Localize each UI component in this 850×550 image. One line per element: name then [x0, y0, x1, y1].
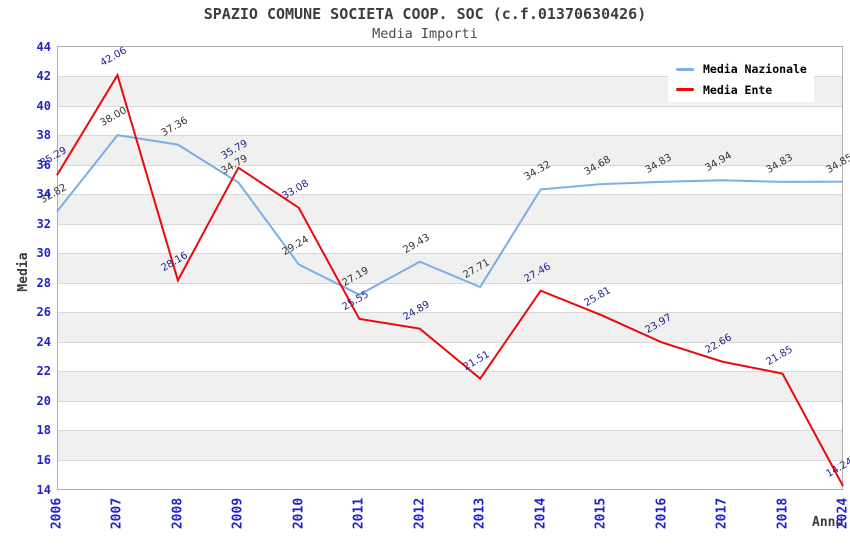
- y-tick-label: 30: [36, 246, 51, 261]
- legend-swatch-icon: [676, 67, 694, 71]
- x-tick-label: 2012: [412, 497, 428, 530]
- grid-line: [57, 430, 843, 432]
- grid-line: [57, 282, 843, 284]
- grid-line: [57, 312, 843, 314]
- y-tick-label: 22: [36, 364, 51, 379]
- grid-line: [57, 194, 843, 196]
- plot-band: [57, 430, 843, 460]
- y-tick-label: 36: [36, 157, 51, 172]
- plot-band: [57, 253, 843, 283]
- grid-line: [57, 371, 843, 373]
- x-tick-label: 2014: [533, 497, 549, 530]
- x-tick-label: 2009: [230, 497, 246, 530]
- legend-swatch-icon: [676, 88, 694, 92]
- plot-band: [57, 371, 843, 401]
- plot-band: [57, 164, 843, 195]
- y-tick-label: 16: [36, 452, 51, 467]
- grid-line: [57, 341, 843, 343]
- x-tick-label: 2018: [775, 497, 791, 530]
- y-tick-label: 24: [36, 334, 51, 349]
- x-tick-label: 2016: [654, 497, 670, 530]
- y-tick-label: 32: [36, 216, 51, 231]
- plot-band: [57, 341, 843, 372]
- y-tick-label: 26: [36, 305, 51, 320]
- chart-subtitle: Media Importi: [372, 26, 478, 42]
- x-tick-label: 2015: [593, 497, 609, 530]
- legend-label: Media Ente: [703, 82, 773, 97]
- y-tick-label: 18: [36, 423, 51, 438]
- x-tick-label: 2011: [351, 497, 367, 530]
- y-tick-label: 38: [36, 128, 51, 143]
- x-tick-label: 2017: [714, 497, 730, 530]
- grid-line: [57, 459, 843, 461]
- plot-band: [57, 194, 843, 224]
- plot-band: [57, 223, 843, 254]
- y-tick-label: 28: [36, 275, 51, 290]
- y-tick-label: 42: [36, 69, 51, 84]
- plot-band: [57, 459, 843, 490]
- grid-line: [57, 400, 843, 402]
- legend: Media Nazionale Media Ente: [668, 57, 814, 102]
- series-line-media-nazionale: [56, 134, 844, 296]
- y-tick-label: 20: [36, 393, 51, 408]
- x-tick-label: 2024: [835, 497, 850, 530]
- y-tick-label: 44: [36, 39, 51, 54]
- grid-line: [57, 105, 843, 107]
- plot-band: [57, 105, 843, 136]
- legend-item-media-nazionale: Media Nazionale: [676, 62, 814, 76]
- series-line-media-ente: [56, 72, 844, 487]
- x-tick-label: 2006: [49, 497, 65, 530]
- plot-border: [57, 46, 843, 490]
- legend-label: Media Nazionale: [703, 62, 807, 77]
- x-tick-label: 2008: [170, 497, 186, 530]
- x-tick-label: 2013: [472, 497, 488, 530]
- y-tick-label: 14: [36, 482, 51, 497]
- grid-line: [57, 76, 843, 78]
- chart-title: SPAZIO COMUNE SOCIETA COOP. SOC (c.f.013…: [203, 5, 647, 23]
- grid-line: [57, 223, 843, 225]
- plot-band: [57, 282, 843, 313]
- plot-band: [57, 312, 843, 342]
- grid-line: [57, 135, 843, 137]
- x-tick-label: 2010: [291, 497, 307, 530]
- x-axis-title: Anno: [812, 515, 844, 530]
- grid-line: [57, 253, 843, 255]
- y-tick-label: 34: [36, 187, 51, 202]
- legend-item-media-ente: Media Ente: [676, 83, 814, 97]
- grid-line: [57, 164, 843, 166]
- y-tick-label: 40: [36, 98, 51, 113]
- plot-band: [57, 400, 843, 431]
- x-tick-label: 2007: [109, 497, 125, 530]
